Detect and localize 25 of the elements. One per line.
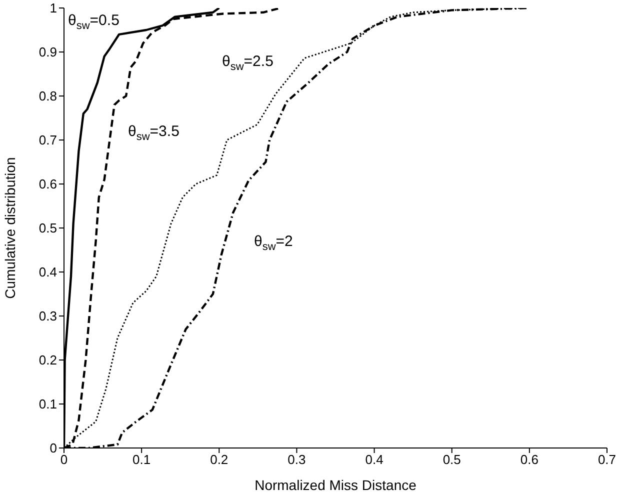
y-tick-label: 0.6 bbox=[38, 176, 57, 192]
x-axis-title: Normalized Miss Distance bbox=[254, 477, 417, 493]
x-tick-label: 0.3 bbox=[288, 452, 306, 468]
series-label: θ$_{sw}$=2 bbox=[254, 232, 293, 253]
x-tick-label: 0 bbox=[60, 452, 68, 468]
y-tick-label: 0.7 bbox=[38, 132, 57, 148]
y-tick-label: 0.4 bbox=[38, 264, 57, 280]
y-tick-label: 0.8 bbox=[38, 88, 57, 104]
y-tick-label: 0.3 bbox=[38, 308, 57, 324]
y-tick-label: 0.2 bbox=[38, 352, 57, 368]
y-tick-label: 0.9 bbox=[38, 44, 57, 60]
y-tick-label: 0.1 bbox=[38, 396, 57, 412]
x-tick-label: 0.2 bbox=[210, 452, 228, 468]
y-axis-title: Cumulative distribution bbox=[2, 157, 18, 299]
y-tick-label: 1 bbox=[50, 0, 57, 16]
y-tick-label: 0 bbox=[50, 440, 57, 456]
y-tick-label: 0.5 bbox=[38, 220, 57, 236]
series-label: θ$_{sw}$=0.5 bbox=[68, 12, 120, 32]
x-tick-label: 0.1 bbox=[132, 452, 151, 468]
x-tick-label: 0.6 bbox=[520, 452, 538, 468]
x-tick-label: 0.4 bbox=[365, 452, 384, 468]
series-label: θ$_{sw}$=3.5 bbox=[128, 122, 180, 143]
x-tick-label: 0.7 bbox=[598, 452, 616, 468]
x-tick-label: 0.5 bbox=[442, 452, 461, 468]
series-label: θ$_{sw}$=2.5 bbox=[222, 52, 274, 73]
